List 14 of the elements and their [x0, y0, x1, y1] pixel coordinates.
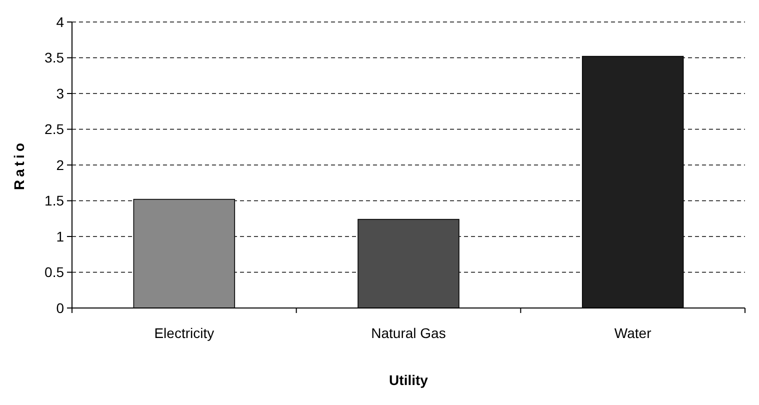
y-tick-label: 2	[56, 156, 64, 173]
y-tick-label: 1.5	[44, 192, 64, 209]
x-axis-title: Utility	[389, 372, 428, 388]
x-tick-label: Electricity	[154, 325, 214, 341]
x-tick-label: Natural Gas	[371, 325, 446, 341]
y-tick-label: 1	[56, 228, 64, 244]
y-tick-label: 2.5	[44, 121, 64, 138]
y-tick-label: 3	[56, 85, 64, 102]
y-tick-label: 0	[56, 300, 64, 316]
y-tick-label: 3.5	[44, 50, 64, 66]
y-tick-label: 4	[56, 14, 64, 30]
x-tick-label: Water	[614, 325, 652, 341]
y-tick-label: 0.5	[44, 264, 64, 280]
y-axis-title: Ratio	[11, 140, 27, 190]
